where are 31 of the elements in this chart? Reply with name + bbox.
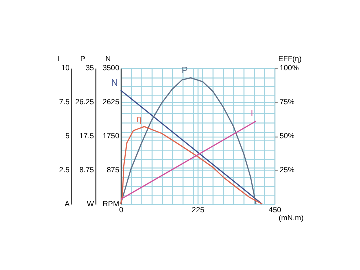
y3-tick-label: 26.25 [75,98,94,107]
y-tick-label: 2.5 [59,166,70,175]
y3-tick-label: 35 [86,64,94,73]
x-axis-title: (mN.m) [278,214,304,223]
y3-tick-label: W [87,200,96,209]
y-tick-label: 875 [107,166,120,175]
y3-tick-label: 17.5 [80,132,94,141]
series-label: I [250,108,254,119]
y-axis-title: I [58,54,60,64]
y-tick-label: RPM [102,200,120,209]
y-tick-label: 2625 [102,98,120,107]
y2-tick-label: 50% [280,132,296,141]
x-tick-label: 225 [192,205,205,214]
series-label: N [111,78,118,88]
x-tick-label: 450 [268,205,282,214]
y2-axis-title: EFF(η) [278,54,302,64]
y3-tick-label: 8.75 [80,166,94,175]
series-label: η [136,114,142,124]
line-series [120,126,263,205]
y-axis-title: N [106,54,111,64]
y-tick-label: 5 [66,132,70,141]
y-tick-label: 7.5 [59,98,70,107]
y-tick-label: A [64,200,70,209]
x-tick-label: 0 [119,205,124,214]
y-tick-label: 1750 [102,132,120,141]
y-tick-label: 10 [62,64,70,73]
y2-tick-label: 25% [280,166,296,175]
y3-axis-title: P [80,54,86,64]
y2-tick-label: 100% [280,64,300,73]
y-tick-label: 3500 [102,64,120,73]
y2-tick-label: 75% [280,98,296,107]
